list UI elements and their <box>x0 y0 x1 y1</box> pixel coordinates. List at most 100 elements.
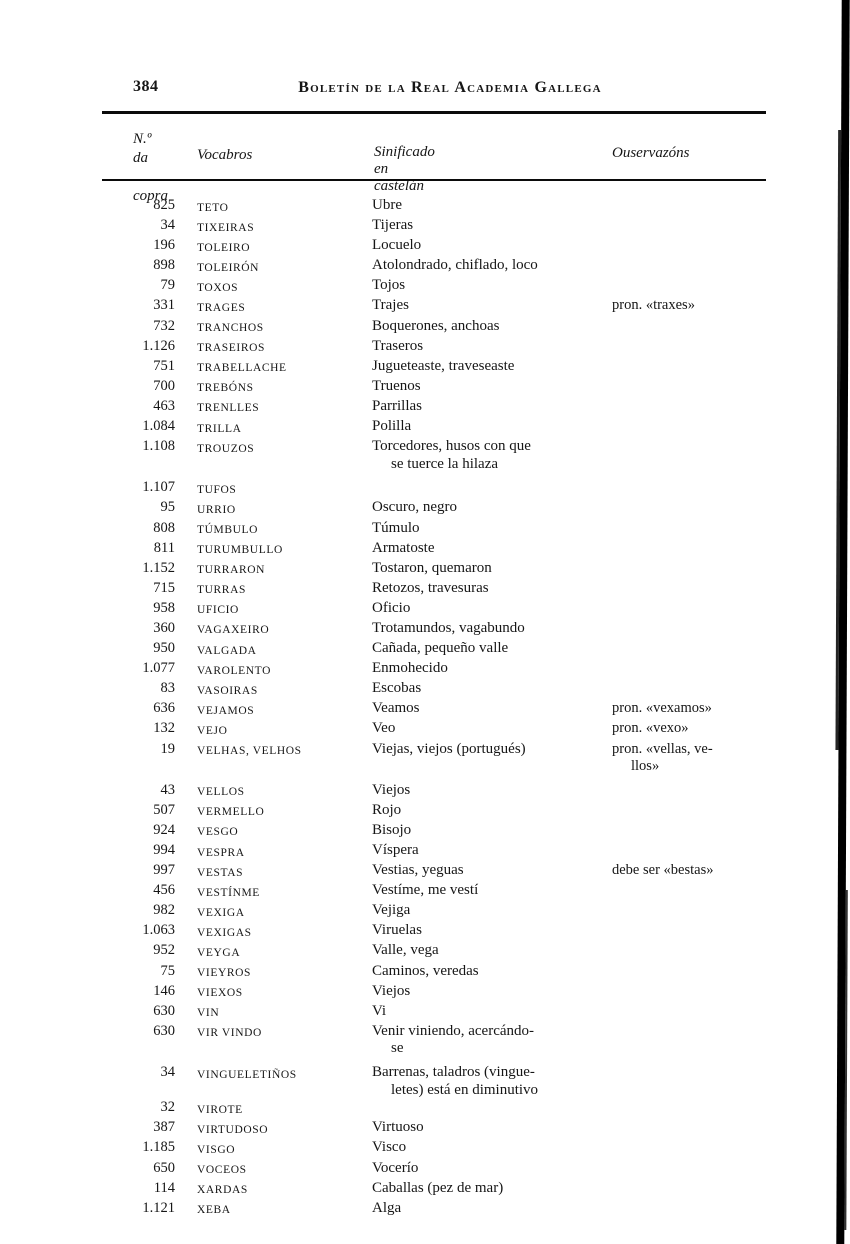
entry-copla-number: 34 <box>160 217 176 234</box>
entry-meaning: Viejos <box>372 781 411 798</box>
entry-meaning: Valle, vega <box>372 942 439 959</box>
entry-copla-number: 507 <box>153 801 175 818</box>
entry-vocabro: VAGAXEIRO <box>197 624 270 637</box>
entry-copla-number: 751 <box>153 357 175 374</box>
entry-vocabro: TETO <box>197 201 229 214</box>
entry-observation: pron. «vexo» <box>612 720 689 737</box>
entry-copla-number: 331 <box>153 297 175 314</box>
entry-copla-number: 132 <box>153 720 175 737</box>
entry-meaning: Polilla <box>372 418 412 435</box>
entry-vocabro: TOLEIRO <box>197 241 251 254</box>
col-header-vocabros: Vocabros <box>197 147 253 163</box>
entry-meaning: Caminos, veredas <box>372 962 479 979</box>
entry-observation <box>612 640 766 660</box>
entry-meaning: Víspera <box>372 842 419 858</box>
entry-meaning: Bisojo <box>372 821 412 838</box>
entry-observation <box>612 902 766 922</box>
entry-observation: debe ser «bestas» <box>612 862 714 879</box>
entry-meaning: Torcedores, husos con que se tuerce la h… <box>372 438 531 472</box>
table-row: 19 VELHAS, VELHOS Viejas, viejos (portug… <box>102 741 766 776</box>
entry-copla-number: 811 <box>153 539 175 556</box>
entry-observation <box>612 540 766 560</box>
entry-copla-number: 146 <box>153 982 175 999</box>
entry-vocabro: UFICIO <box>197 604 239 617</box>
entry-vocabro: VISGO <box>197 1143 236 1156</box>
entry-copla-number: 997 <box>153 862 175 879</box>
entry-copla-number: 1.185 <box>142 1139 175 1156</box>
entry-meaning: Oficio <box>372 599 411 616</box>
entry-meaning: Parrillas <box>372 397 422 414</box>
entry-observation <box>612 802 766 822</box>
entry-copla-number: 1.063 <box>142 922 175 939</box>
entry-meaning <box>372 479 612 499</box>
entry-observation <box>612 1119 766 1139</box>
table-row: 507 VERMELLO Rojo <box>102 802 766 822</box>
entry-meaning: Traseros <box>372 337 424 354</box>
entry-copla-number: 32 <box>160 1099 176 1116</box>
entry-vocabro: VASOIRAS <box>197 684 258 697</box>
entry-meaning: Tojos <box>372 277 406 294</box>
entry-observation <box>612 1003 766 1023</box>
scan-binding-band <box>836 0 850 1244</box>
entry-copla-number: 732 <box>153 317 175 334</box>
table-row: 997 VESTAS Vestias, yeguas debe ser «bes… <box>102 862 766 882</box>
entry-vocabro: VINGUELETIÑOS <box>197 1068 297 1081</box>
entry-copla-number: 360 <box>153 619 175 636</box>
entry-meaning: Viejas, viejos (portugués) <box>372 740 526 757</box>
entry-copla-number: 808 <box>153 519 175 536</box>
entry-copla-number: 982 <box>153 902 175 919</box>
entry-observation <box>612 922 766 942</box>
entry-copla-number: 898 <box>153 257 175 274</box>
entry-observation <box>612 882 766 902</box>
entry-vocabro: TOXOS <box>197 281 239 294</box>
entry-copla-number: 79 <box>160 277 176 294</box>
table-row: 958 UFICIO Oficio <box>102 600 766 620</box>
entry-observation <box>612 499 766 519</box>
entry-copla-number: 1.108 <box>142 438 175 455</box>
table-row: 1.063 VEXIGAS Viruelas <box>102 922 766 942</box>
entry-observation <box>612 842 766 862</box>
entry-copla-number: 75 <box>160 962 176 979</box>
entry-copla-number: 1.084 <box>142 418 175 435</box>
entry-meaning: Retozos, travesuras <box>372 579 489 596</box>
table-row: 636 VEJAMOS Veamos pron. «vexamos» <box>102 700 766 720</box>
entry-observation <box>612 398 766 418</box>
entry-observation <box>612 560 766 580</box>
entry-vocabro: VOCEOS <box>197 1164 247 1176</box>
entry-vocabro: VIEYROS <box>197 967 252 980</box>
header-rule-top <box>102 111 766 114</box>
entry-observation <box>612 1139 766 1159</box>
table-row: 196 TOLEIRO Locuelo <box>102 237 766 257</box>
col-header-meaning: Sinificado en castelán <box>374 144 435 194</box>
entry-meaning: Truenos <box>372 377 421 394</box>
table-row: 32 VIROTE <box>102 1099 766 1119</box>
entry-copla-number: 1.077 <box>142 660 175 677</box>
entry-vocabro: XEBA <box>197 1204 231 1217</box>
entry-observation <box>612 822 766 842</box>
entry-copla-number: 34 <box>160 1064 176 1081</box>
entry-vocabro: VESTAS <box>197 866 244 879</box>
entry-copla-number: 825 <box>153 197 175 213</box>
entry-observation <box>612 600 766 620</box>
col-header-copla-number: N.º da copra <box>133 131 168 204</box>
entry-vocabro: VIR VINDO <box>197 1027 262 1040</box>
entry-meaning: Vestíme, me vestí <box>372 882 479 899</box>
entry-observation <box>612 1200 766 1220</box>
entry-vocabro: VAROLENTO <box>197 664 271 677</box>
table-row: 825 TETO Ubre <box>102 197 766 217</box>
entry-meaning: Armatoste <box>372 539 435 556</box>
entry-observation <box>612 418 766 438</box>
entry-vocabro: VESTÍNME <box>197 886 260 899</box>
entry-vocabro: TOLEIRÓN <box>197 261 260 274</box>
entry-copla-number: 1.152 <box>142 559 175 576</box>
entry-observation <box>612 338 766 358</box>
entry-vocabro: VIEXOS <box>197 987 243 1000</box>
table-row: 1.108 TROUZOS Torcedores, husos con que … <box>102 438 766 473</box>
entry-observation <box>612 942 766 962</box>
table-row: 79 TOXOS Tojos <box>102 277 766 297</box>
entry-observation <box>612 963 766 983</box>
table-row: 1.152 TURRARON Tostaron, quemaron <box>102 560 766 580</box>
entry-copla-number: 83 <box>160 680 176 697</box>
entry-copla-number: 387 <box>153 1119 175 1136</box>
